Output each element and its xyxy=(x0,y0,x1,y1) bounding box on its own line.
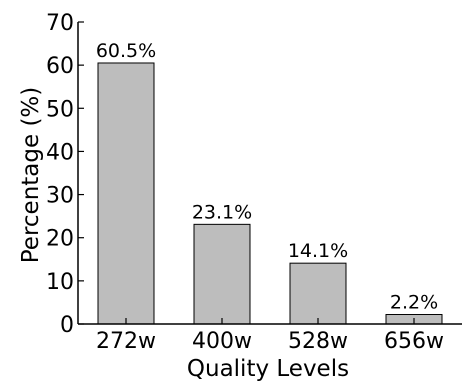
x-axis-title: Quality Levels xyxy=(187,356,349,382)
y-tick-label: 20 xyxy=(46,227,74,252)
x-tick-label-400w: 400w xyxy=(192,329,252,354)
data-label-272w: 60.5% xyxy=(96,40,156,62)
bars xyxy=(97,62,443,325)
y-tick-label: 50 xyxy=(46,97,74,122)
bar-272w xyxy=(97,62,155,325)
y-tick-label: 60 xyxy=(46,54,74,79)
y-axis-title: Percentage (%) xyxy=(18,87,44,264)
x-tick-label-656w: 656w xyxy=(384,329,444,354)
data-label-528w: 14.1% xyxy=(288,240,348,262)
x-tick-label-272w: 272w xyxy=(96,329,156,354)
y-tick-label: 40 xyxy=(46,140,74,165)
x-axis-ticks: 272w 400w 528w 656w xyxy=(96,318,444,354)
data-labels: 60.5% 23.1% 14.1% 2.2% xyxy=(96,40,438,314)
bar-400w xyxy=(193,223,251,325)
y-axis-ticks: 0 10 20 30 40 50 60 70 xyxy=(46,11,84,338)
x-tick-label-528w: 528w xyxy=(288,329,348,354)
data-label-656w: 2.2% xyxy=(390,292,438,314)
y-tick-label: 70 xyxy=(46,11,74,36)
data-label-400w: 23.1% xyxy=(192,201,252,223)
y-tick-label: 10 xyxy=(46,270,74,295)
y-tick-label: 0 xyxy=(60,313,74,338)
bar-528w xyxy=(289,262,347,325)
y-tick-label: 30 xyxy=(46,184,74,209)
